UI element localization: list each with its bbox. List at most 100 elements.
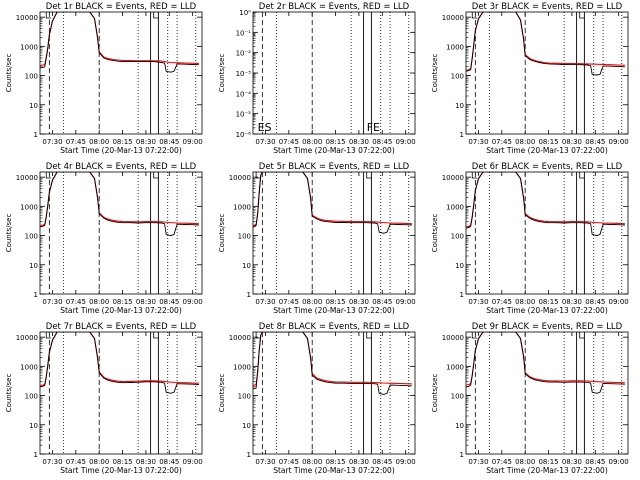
y-axis-label: Counts/sec xyxy=(431,214,439,253)
x-tick-label: 09:00 xyxy=(609,298,629,306)
y-tick-label: 1 xyxy=(460,291,464,299)
marker-flag xyxy=(255,332,262,339)
plot-frame xyxy=(465,171,629,295)
x-tick-label: 08:00 xyxy=(515,458,535,466)
series-line-events xyxy=(40,172,199,237)
series-line-lld xyxy=(466,332,625,386)
series-line-events xyxy=(40,12,199,73)
panel-title: Det 4r BLACK = Events, RED = LLD xyxy=(46,162,197,172)
series-line-lld xyxy=(253,332,412,387)
marker-flag xyxy=(45,332,52,339)
x-tick-label: 07:30 xyxy=(255,298,275,306)
plot-frame xyxy=(252,331,416,455)
y-tick-label: 1000 xyxy=(233,363,251,371)
series-line-lld xyxy=(466,172,625,228)
x-tick-label: 08:45 xyxy=(585,298,605,306)
plot-frame xyxy=(252,171,416,295)
x-tick-label: 08:45 xyxy=(159,298,179,306)
panel-title: Det 9r BLACK = Events, RED = LLD xyxy=(472,322,623,332)
y-tick-label: 10 xyxy=(29,102,38,110)
x-tick-label: 08:15 xyxy=(538,298,558,306)
panel-det-2: Det 2r BLACK = Events, RED = LLD 10⁻⁶ 10⁻⁵… xyxy=(218,2,416,155)
series-line-events xyxy=(253,332,412,395)
y-axis-label: Counts/sec xyxy=(218,54,226,93)
y-tick-label: 10000 xyxy=(442,334,464,342)
x-axis-label: Start Time (20-Mar-13 07:22:00) xyxy=(273,146,395,155)
y-tick-label: 1000 xyxy=(446,203,464,211)
x-tick-label: 09:00 xyxy=(396,458,416,466)
y-tick-label: 1000 xyxy=(233,203,251,211)
x-tick-label: 08:15 xyxy=(112,298,132,306)
panel-title: Det 3r BLACK = Events, RED = LLD xyxy=(472,2,623,12)
x-tick-label: 07:30 xyxy=(255,138,275,146)
y-tick-label: 100 xyxy=(451,233,464,241)
y-tick-label: 10⁻⁵ xyxy=(236,111,252,119)
marker-flag xyxy=(471,172,478,179)
y-tick-label: 10 xyxy=(29,422,38,430)
plot-frame xyxy=(39,171,203,295)
y-tick-label: 10 xyxy=(455,102,464,110)
x-tick-label: 09:00 xyxy=(183,298,203,306)
panel-title: Det 5r BLACK = Events, RED = LLD xyxy=(259,162,410,172)
x-tick-label: 08:15 xyxy=(538,458,558,466)
series-line-events xyxy=(253,172,412,234)
x-tick-label: 08:30 xyxy=(349,298,369,306)
plot-frame xyxy=(465,11,629,135)
x-tick-label: 08:45 xyxy=(585,458,605,466)
y-tick-label: 10000 xyxy=(16,174,38,182)
x-tick-label: 07:30 xyxy=(42,138,62,146)
x-tick-label: 08:00 xyxy=(515,298,535,306)
x-tick-label: 08:15 xyxy=(325,458,345,466)
series-line-events xyxy=(40,332,199,394)
y-tick-label: 10000 xyxy=(16,334,38,342)
plot-frame xyxy=(39,331,203,455)
series-line-lld xyxy=(466,12,625,71)
y-tick-label: 10000 xyxy=(229,174,251,182)
x-tick-label: 08:30 xyxy=(349,138,369,146)
y-tick-label: 1 xyxy=(247,291,251,299)
x-tick-label: 07:30 xyxy=(468,458,488,466)
y-axis-label: Counts/sec xyxy=(218,374,226,413)
x-tick-label: 08:00 xyxy=(89,458,109,466)
x-tick-label: 07:30 xyxy=(255,458,275,466)
x-tick-label: 08:00 xyxy=(89,298,109,306)
y-tick-label: 1 xyxy=(460,451,464,459)
panel-det-7: Det 7r BLACK = Events, RED = LLD 1 10 100 10… xyxy=(5,322,203,475)
x-tick-label: 08:45 xyxy=(372,298,392,306)
x-tick-label: 07:30 xyxy=(42,458,62,466)
marker-flag xyxy=(45,172,52,179)
x-tick-label: 07:45 xyxy=(492,458,512,466)
y-tick-label: 1 xyxy=(34,131,38,139)
x-tick-label: 08:15 xyxy=(112,138,132,146)
x-tick-label: 09:00 xyxy=(396,298,416,306)
x-tick-label: 08:00 xyxy=(515,138,535,146)
x-tick-label: 07:45 xyxy=(66,458,86,466)
x-tick-label: 08:45 xyxy=(372,138,392,146)
x-tick-label: 07:45 xyxy=(66,138,86,146)
x-tick-label: 08:30 xyxy=(136,298,156,306)
marker-flag xyxy=(579,172,585,179)
x-tick-label: 08:45 xyxy=(159,458,179,466)
y-tick-label: 10 xyxy=(29,262,38,270)
plot-frame xyxy=(252,11,416,135)
x-tick-label: 09:00 xyxy=(609,138,629,146)
marker-flag xyxy=(153,332,159,339)
x-tick-label: 08:30 xyxy=(562,298,582,306)
y-tick-label: 10000 xyxy=(229,334,251,342)
x-axis-label: Start Time (20-Mar-13 07:22:00) xyxy=(273,466,395,475)
y-tick-label: 10 xyxy=(242,262,251,270)
y-axis-label: Counts/sec xyxy=(218,214,226,253)
x-tick-label: 07:30 xyxy=(468,298,488,306)
x-tick-label: 07:45 xyxy=(279,458,299,466)
panel-det-3: Det 3r BLACK = Events, RED = LLD 1 10 100 10… xyxy=(431,2,629,155)
y-tick-label: 1 xyxy=(34,291,38,299)
x-tick-label: 08:30 xyxy=(562,458,582,466)
marker-flag xyxy=(366,172,372,179)
y-tick-label: 10⁻² xyxy=(236,50,252,58)
panel-det-8: Det 8r BLACK = Events, RED = LLD 1 10 100 10… xyxy=(218,322,416,475)
marker-flag xyxy=(366,332,372,339)
y-tick-label: 100 xyxy=(25,393,38,401)
x-tick-label: 09:00 xyxy=(183,458,203,466)
x-tick-label: 07:45 xyxy=(66,298,86,306)
y-tick-label: 10⁰ xyxy=(239,9,251,17)
